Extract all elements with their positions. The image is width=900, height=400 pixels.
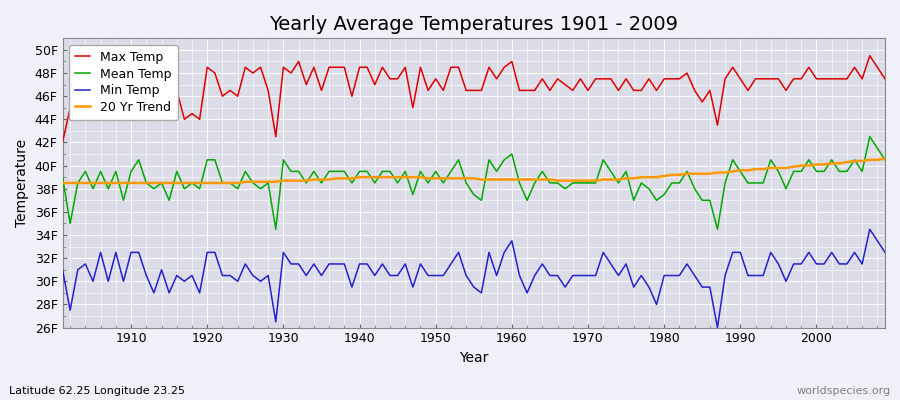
Legend: Max Temp, Mean Temp, Min Temp, 20 Yr Trend: Max Temp, Mean Temp, Min Temp, 20 Yr Tre… [68, 44, 178, 120]
Max Temp [598, 76, 608, 81]
Max Temp [285, 71, 296, 76]
20 Yr Trend [331, 176, 342, 181]
Mean Temp [270, 227, 281, 232]
Line: 20 Yr Trend: 20 Yr Trend [62, 159, 885, 183]
Max Temp [864, 53, 875, 58]
Min Temp [118, 279, 129, 284]
Title: Yearly Average Temperatures 1901 - 2009: Yearly Average Temperatures 1901 - 2009 [269, 15, 679, 34]
Mean Temp [507, 152, 517, 156]
Max Temp [507, 59, 517, 64]
Mean Temp [293, 169, 304, 174]
Min Temp [499, 250, 509, 255]
Mean Temp [879, 158, 890, 162]
20 Yr Trend [285, 178, 296, 183]
Mean Temp [118, 198, 129, 203]
Mean Temp [514, 180, 525, 185]
Line: Min Temp: Min Temp [62, 229, 885, 328]
Min Temp [285, 262, 296, 266]
Min Temp [864, 227, 875, 232]
X-axis label: Year: Year [459, 351, 489, 365]
Min Temp [598, 250, 608, 255]
Max Temp [331, 65, 342, 70]
Max Temp [118, 94, 129, 98]
20 Yr Trend [118, 180, 129, 185]
20 Yr Trend [57, 180, 68, 185]
Mean Temp [57, 175, 68, 180]
Max Temp [57, 140, 68, 145]
Min Temp [879, 250, 890, 255]
Min Temp [57, 267, 68, 272]
Min Temp [331, 262, 342, 266]
Min Temp [507, 238, 517, 243]
Y-axis label: Temperature: Temperature [15, 139, 29, 227]
Mean Temp [339, 169, 350, 174]
Mean Temp [864, 134, 875, 139]
Text: worldspecies.org: worldspecies.org [796, 386, 891, 396]
Line: Max Temp: Max Temp [62, 56, 885, 142]
20 Yr Trend [507, 177, 517, 182]
Line: Mean Temp: Mean Temp [62, 137, 885, 229]
20 Yr Trend [598, 177, 608, 182]
20 Yr Trend [879, 156, 890, 161]
Text: Latitude 62.25 Longitude 23.25: Latitude 62.25 Longitude 23.25 [9, 386, 185, 396]
Max Temp [499, 65, 509, 70]
Min Temp [712, 325, 723, 330]
20 Yr Trend [499, 177, 509, 182]
Max Temp [879, 76, 890, 81]
Mean Temp [606, 169, 616, 174]
